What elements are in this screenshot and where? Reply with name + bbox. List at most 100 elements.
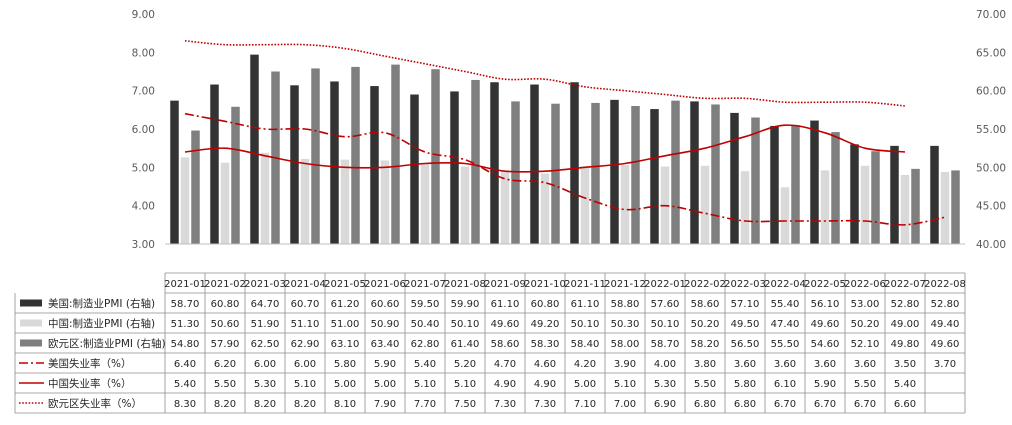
table-value-label: 4.60 xyxy=(534,359,556,370)
table-value-label: 58.00 xyxy=(611,339,640,350)
table-value-label: 58.60 xyxy=(691,299,720,310)
table-value-label: 7.50 xyxy=(454,399,476,410)
table-value-label: 58.70 xyxy=(651,339,680,350)
table-value-label: 4.90 xyxy=(494,379,516,390)
table-value-label: 60.60 xyxy=(371,299,400,310)
legend-label: 美国:制造业PMI (右轴) xyxy=(48,297,155,310)
table-value-label: 7.70 xyxy=(414,399,436,410)
left-axis-tick-label: 6.00 xyxy=(132,124,155,136)
table-value-label: 5.90 xyxy=(374,359,396,370)
right-axis-tick-label: 70.00 xyxy=(976,9,1006,21)
table-value-label: 56.50 xyxy=(731,339,760,350)
table-value-label: 63.10 xyxy=(331,339,360,350)
bar-3 xyxy=(231,106,240,245)
x-tick-label: 2021-10 xyxy=(524,279,566,290)
table-value-label: 3.90 xyxy=(614,359,636,370)
table-value-label: 6.80 xyxy=(734,399,756,410)
bar-2 xyxy=(380,160,390,244)
table-value-label: 49.60 xyxy=(491,319,520,330)
table-value-label: 51.90 xyxy=(251,319,280,330)
table-value-label: 61.10 xyxy=(491,299,520,310)
bar-1 xyxy=(330,81,339,244)
x-tick-label: 2022-03 xyxy=(724,279,766,290)
table-value-label: 47.40 xyxy=(771,319,800,330)
table-value-label: 5.10 xyxy=(294,379,316,390)
table-value-label: 5.10 xyxy=(454,379,476,390)
bar-1 xyxy=(250,54,259,245)
table-value-label: 50.40 xyxy=(411,319,440,330)
table-value-label: 6.70 xyxy=(774,399,796,410)
right-axis-tick-label: 45.00 xyxy=(976,201,1006,213)
table-value-label: 3.60 xyxy=(734,359,756,370)
table-value-label: 7.30 xyxy=(494,399,516,410)
bar-1 xyxy=(370,86,379,244)
table-value-label: 6.40 xyxy=(174,359,196,370)
bar-1 xyxy=(810,120,819,244)
legend-label: 欧元区:制造业PMI (右轴) xyxy=(48,337,166,350)
table-value-label: 52.80 xyxy=(891,299,920,310)
table-value-label: 60.80 xyxy=(531,299,560,310)
table-value-label: 54.60 xyxy=(811,339,840,350)
table-value-label: 5.80 xyxy=(734,379,756,390)
left-axis-tick-label: 4.00 xyxy=(132,201,155,213)
bar-1 xyxy=(770,125,779,244)
table-value-label: 50.10 xyxy=(651,319,680,330)
table-value-label: 5.40 xyxy=(414,359,436,370)
table-value-label: 60.80 xyxy=(211,299,240,310)
table-value-label: 8.20 xyxy=(214,399,236,410)
x-tick-label: 2021-11 xyxy=(564,279,606,290)
table-value-label: 5.50 xyxy=(214,379,236,390)
bar-3 xyxy=(311,68,320,244)
bar-1 xyxy=(930,145,939,244)
table-value-label: 62.90 xyxy=(291,339,320,350)
table-value-label: 4.70 xyxy=(494,359,516,370)
bar-2 xyxy=(620,165,630,244)
table-value-label: 61.40 xyxy=(451,339,480,350)
table-value-label: 6.00 xyxy=(294,359,316,370)
table-value-label: 57.90 xyxy=(211,339,240,350)
bar-3 xyxy=(751,117,760,244)
table-value-label: 3.70 xyxy=(934,359,956,370)
table-value-label: 58.40 xyxy=(571,339,600,350)
table-value-label: 3.60 xyxy=(814,359,836,370)
bar-3 xyxy=(711,104,720,244)
x-tick-label: 2021-02 xyxy=(204,279,246,290)
table-value-label: 5.50 xyxy=(694,379,716,390)
table-value-label: 57.60 xyxy=(651,299,680,310)
table-value-label: 3.60 xyxy=(854,359,876,370)
table-value-label: 50.10 xyxy=(571,319,600,330)
table-value-label: 61.20 xyxy=(331,299,360,310)
table-value-label: 58.30 xyxy=(531,339,560,350)
bar-2 xyxy=(940,171,950,244)
bar-1 xyxy=(570,82,579,244)
table-value-label: 58.80 xyxy=(611,299,640,310)
table-value-label: 5.30 xyxy=(254,379,276,390)
bar-2 xyxy=(500,170,510,244)
table-value-label: 6.10 xyxy=(774,379,796,390)
bar-1 xyxy=(490,82,499,244)
bar-2 xyxy=(420,164,430,244)
table-value-label: 64.70 xyxy=(251,299,280,310)
bar-3 xyxy=(391,64,400,244)
x-tick-label: 2022-08 xyxy=(924,279,966,290)
table-value-label: 50.20 xyxy=(851,319,880,330)
table-value-label: 8.30 xyxy=(174,399,196,410)
left-axis-tick-label: 9.00 xyxy=(132,9,155,21)
x-tick-label: 2022-06 xyxy=(844,279,886,290)
x-tick-label: 2021-08 xyxy=(444,279,486,290)
bar-1 xyxy=(850,144,859,244)
table-value-label: 58.70 xyxy=(171,299,200,310)
legend-swatch-bar xyxy=(20,319,42,327)
table-value-label: 5.40 xyxy=(174,379,196,390)
table-value-label: 51.10 xyxy=(291,319,320,330)
table-value-label: 5.20 xyxy=(454,359,476,370)
table-value-label: 6.20 xyxy=(214,359,236,370)
table-value-label: 5.00 xyxy=(374,379,396,390)
table-value-label: 53.00 xyxy=(851,299,880,310)
bar-3 xyxy=(191,130,200,244)
table-value-label: 5.50 xyxy=(854,379,876,390)
table-value-label: 5.10 xyxy=(614,379,636,390)
table-value-label: 55.40 xyxy=(771,299,800,310)
